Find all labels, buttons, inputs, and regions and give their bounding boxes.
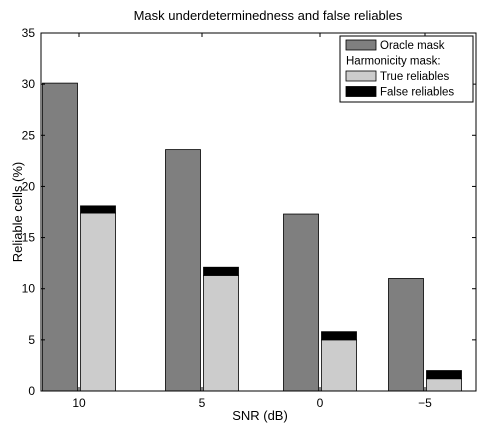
legend-swatch (345, 86, 377, 97)
y-tick-label: 30 (22, 77, 36, 91)
x-tick-label: 10 (72, 396, 86, 410)
x-axis: 10 5 0 −5 (72, 33, 432, 410)
bar-false-reliables (321, 331, 357, 341)
x-tick-label: 5 (199, 396, 206, 410)
legend: Oracle mask Harmonicity mask: True reliabl… (339, 35, 474, 103)
bar-oracle-mask (388, 278, 424, 392)
y-axis: 0 5 10 15 20 25 30 35 (22, 26, 476, 398)
bars-layer (42, 82, 462, 392)
legend-label: False reliables (380, 87, 454, 99)
bar-true-reliables (203, 275, 239, 392)
bar-oracle-mask (42, 82, 78, 392)
x-tick-label: −5 (418, 396, 432, 410)
legend-swatch (345, 39, 377, 51)
y-axis-label: Reliable cells (%) (10, 162, 25, 262)
legend-swatch (345, 70, 377, 82)
bar-false-reliables (80, 205, 116, 214)
bar-oracle-mask (165, 149, 201, 392)
bar-false-reliables (426, 370, 462, 380)
y-tick-label: 25 (22, 128, 36, 142)
y-tick-label: 0 (28, 384, 35, 398)
y-tick-label: 35 (22, 26, 36, 40)
y-tick-label: 20 (22, 179, 36, 193)
legend-group-label: Harmonicity mask: (346, 56, 441, 68)
bar-true-reliables (321, 339, 357, 392)
bar-true-reliables (426, 378, 462, 392)
bar-oracle-mask (283, 213, 319, 392)
x-tick-label: 0 (317, 396, 324, 410)
y-tick-label: 10 (22, 282, 36, 296)
y-tick-label: 15 (22, 231, 36, 245)
chart-title: Mask underdeterminedness and false relia… (134, 8, 403, 23)
legend-label: Oracle mask (380, 40, 445, 52)
legend-label: True reliables (380, 71, 449, 83)
y-tick-label: 5 (28, 333, 35, 347)
x-axis-label: SNR (dB) (232, 408, 288, 423)
bar-false-reliables (203, 266, 239, 276)
plot-area-frame (40, 32, 477, 392)
bar-true-reliables (80, 212, 116, 392)
